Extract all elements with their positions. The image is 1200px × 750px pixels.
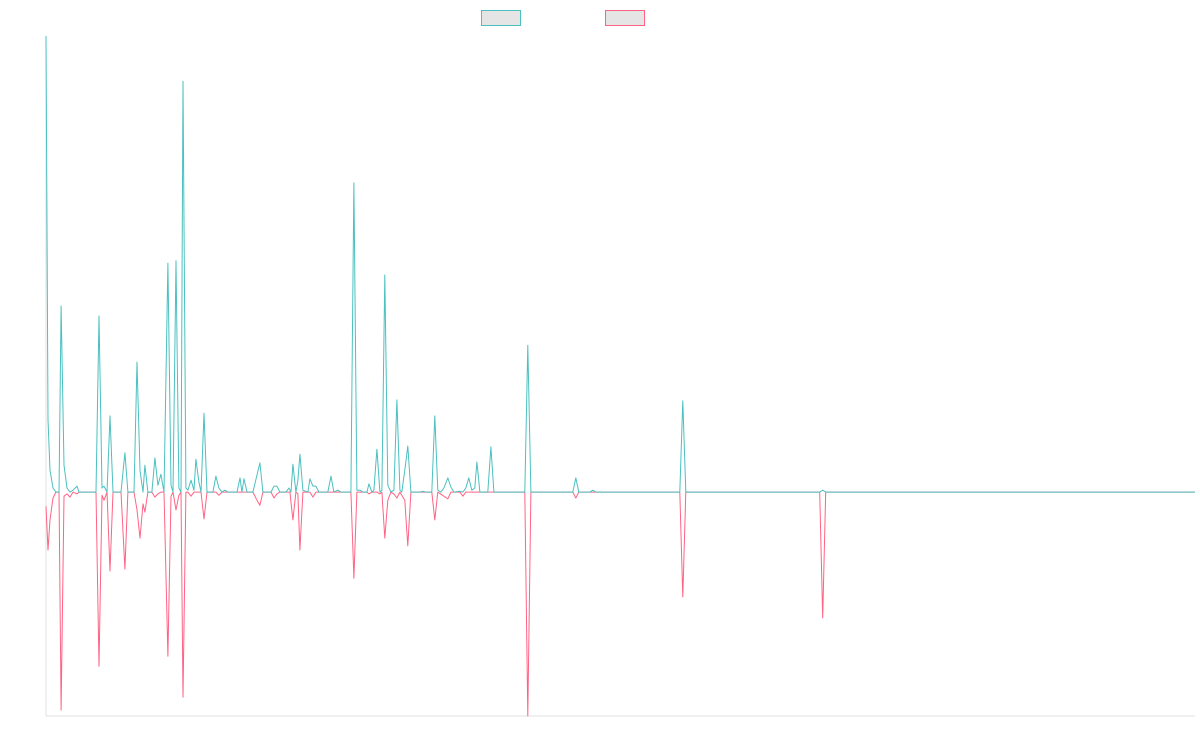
legend-item-series-1[interactable]: [481, 10, 527, 26]
legend-swatch-series-1: [481, 10, 521, 26]
series-1: [45, 35, 1195, 493]
legend-item-series-2[interactable]: [605, 10, 651, 26]
series-line-1: [45, 35, 1195, 493]
series-line-2: [45, 491, 1195, 717]
series-2: [45, 491, 1195, 717]
series-layer: [45, 35, 1195, 717]
legend-swatch-series-2: [605, 10, 645, 26]
chart-legend: [0, 10, 1200, 26]
